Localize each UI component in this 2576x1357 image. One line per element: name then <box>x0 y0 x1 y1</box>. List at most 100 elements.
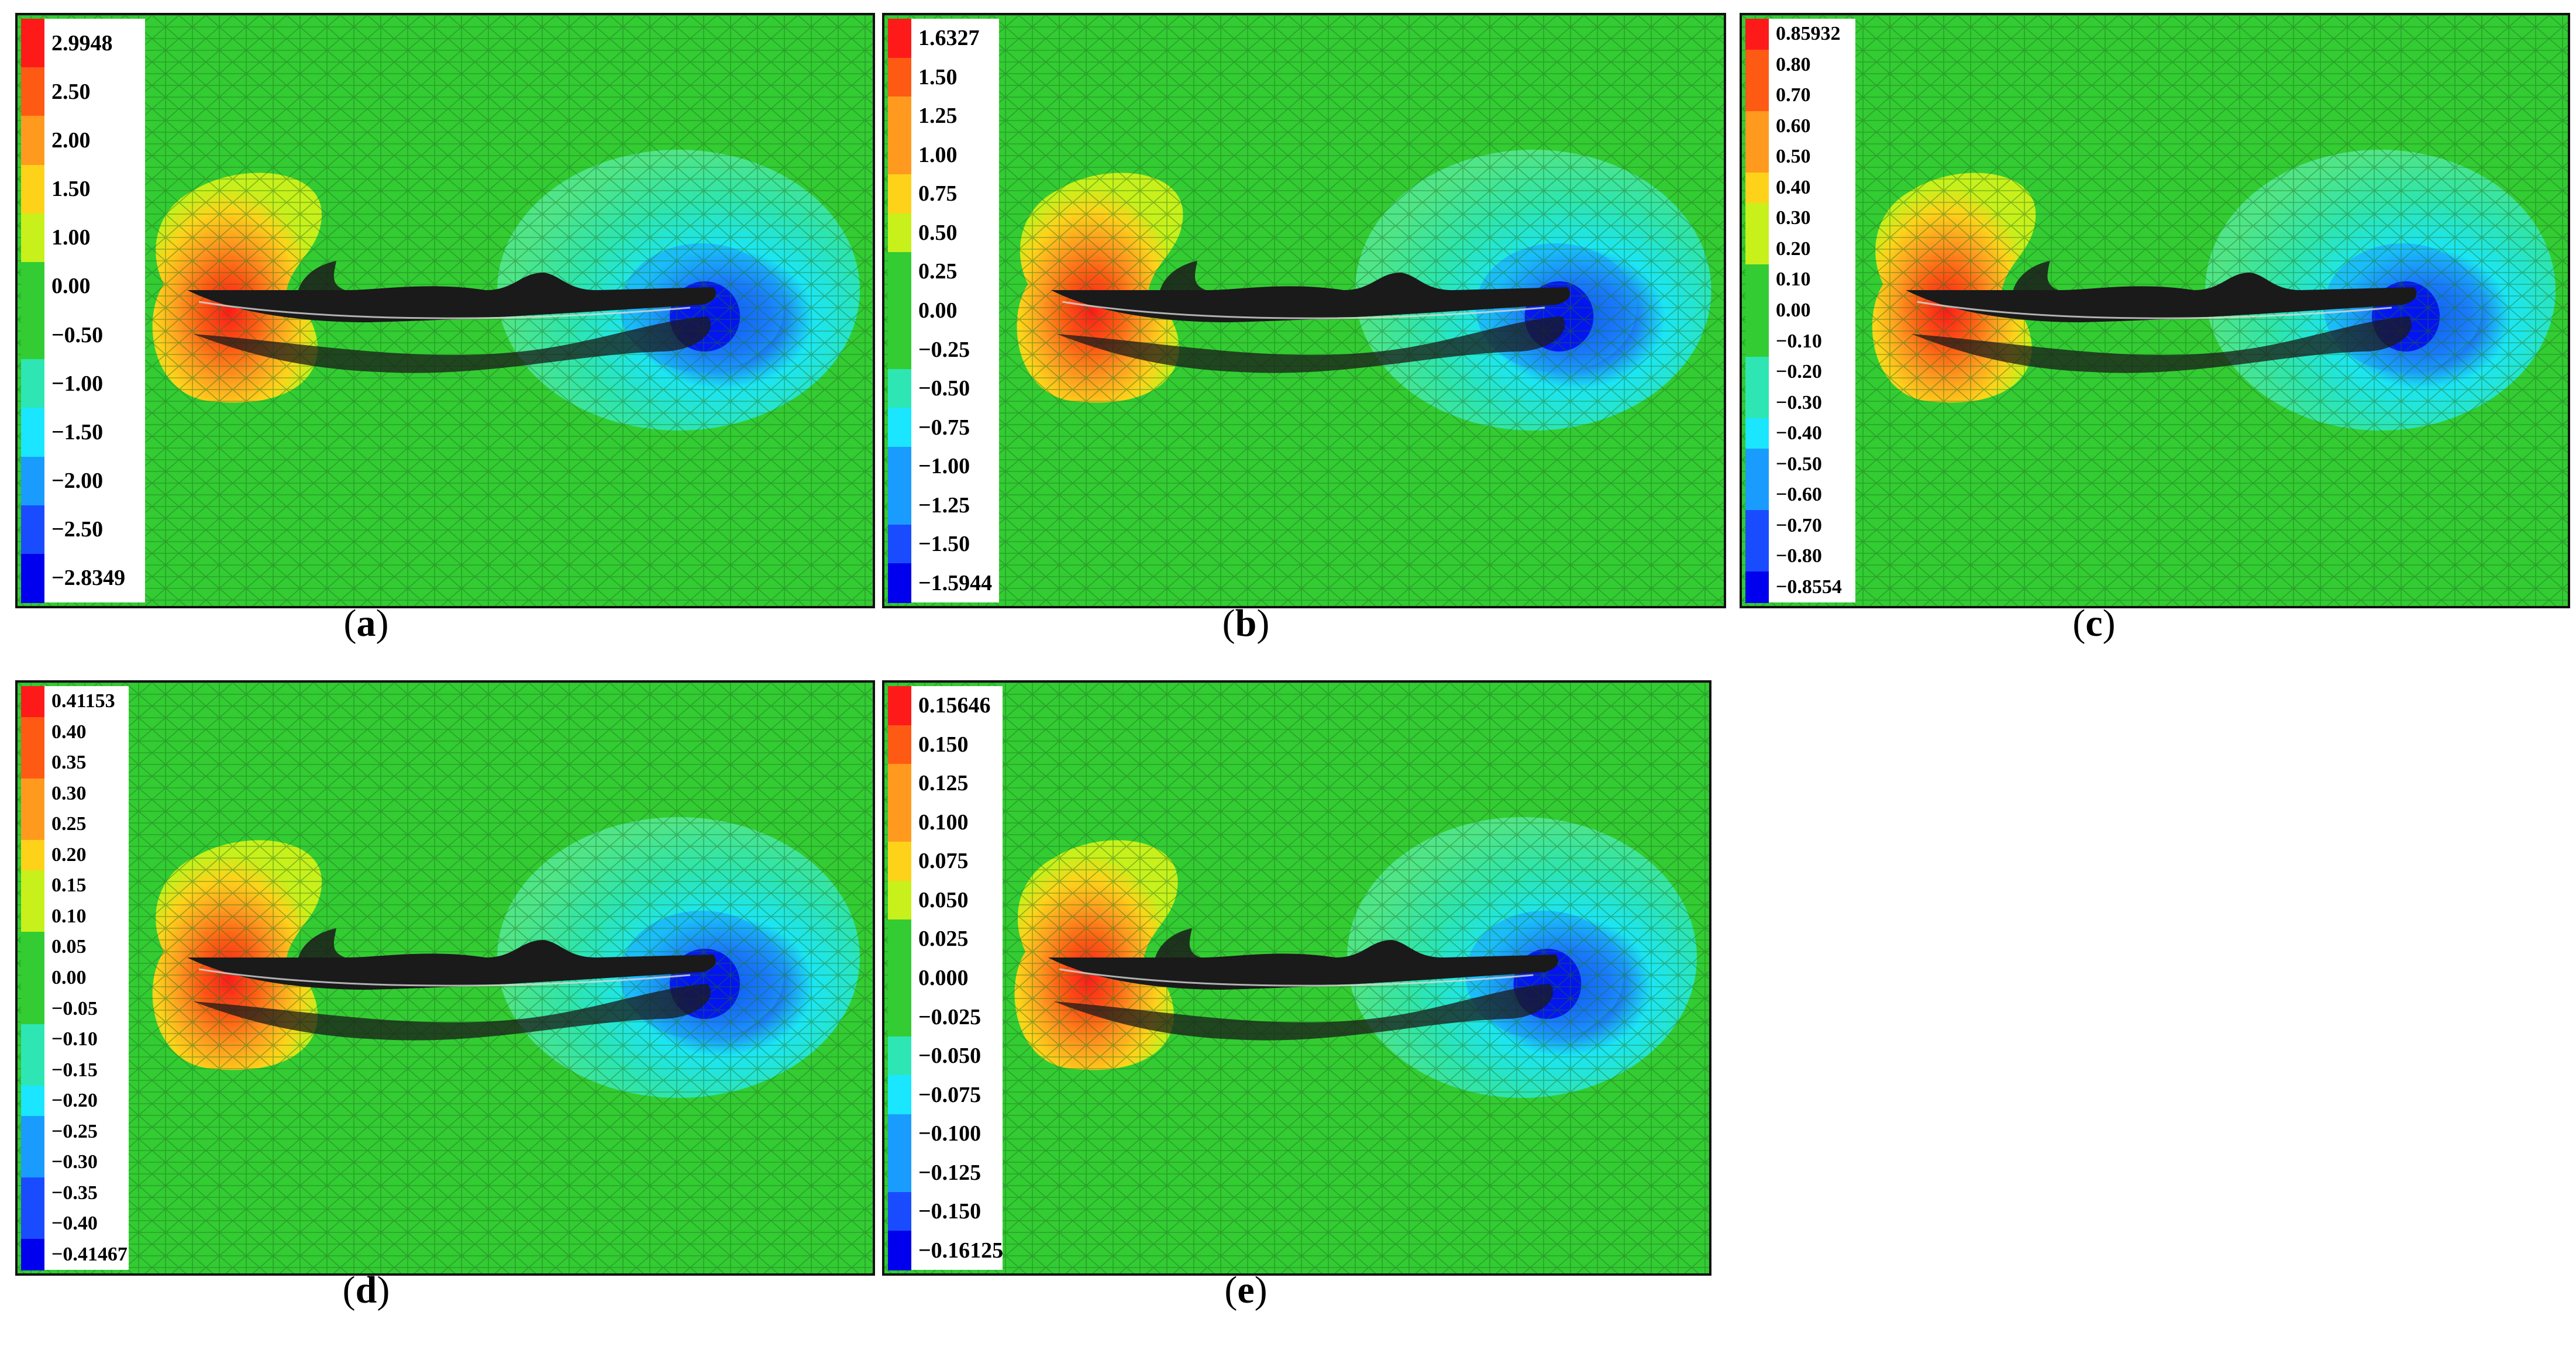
colorbar-tick-label: 0.50 <box>918 220 958 245</box>
colorbar-swatch <box>1745 49 1769 81</box>
colorbar-tick-label: 0.35 <box>51 752 87 774</box>
field-svg-b <box>884 15 1724 606</box>
colorbar-d: 0.41153 0.40 0.35 0.30 0.25 0.20 0.15 0.10 0.05 0… <box>21 686 129 1270</box>
colorbar-tick-label: 0.100 <box>918 810 969 835</box>
fish-upper-body-b <box>1051 273 1570 322</box>
colorbar-tick-label: 0.10 <box>1776 268 1811 291</box>
colorbar-swatch <box>888 97 911 136</box>
colorbar-swatch <box>888 1036 911 1076</box>
colorbar-tick-label: 2.9948 <box>51 30 113 56</box>
colorbar-swatch <box>1745 540 1769 573</box>
colorbar-swatch <box>21 901 44 933</box>
colorbar-tick-label: −0.125 <box>918 1160 982 1185</box>
colorbar-c: 0.85932 0.80 0.70 0.60 0.50 0.40 0.30 0.20 0.10 0… <box>1745 19 1855 603</box>
fish-lower-body-d <box>193 984 711 1041</box>
colorbar-swatch <box>21 1177 44 1209</box>
caption-open-paren: ( <box>342 1269 356 1311</box>
colorbar-tick-label: −0.75 <box>918 415 970 440</box>
colorbar-tick-label: −1.00 <box>918 454 970 479</box>
colorbar-swatch <box>888 1114 911 1154</box>
colorbar-tick-label: −0.60 <box>1776 484 1822 506</box>
colorbar-swatch <box>21 993 44 1025</box>
colorbar-tick-label: −2.50 <box>51 517 104 542</box>
colorbar-tick-label: 0.20 <box>51 843 87 866</box>
colorbar-swatch <box>888 1153 911 1193</box>
colorbar-swatch <box>21 213 44 263</box>
colorbar-tick-label: −0.50 <box>51 322 104 347</box>
colorbar-swatch <box>1745 356 1769 388</box>
caption-letter: b <box>1235 602 1257 645</box>
contour-plot-b: 1.6327 1.50 1.25 1.00 0.75 0.50 0.25 0.00 −0.25 −… <box>882 13 1726 608</box>
field-svg-a <box>18 15 873 606</box>
caption-close-paren: ) <box>1256 602 1270 645</box>
colorbar-tick-label: 0.050 <box>918 887 969 912</box>
caption-open-paren: ( <box>2072 602 2086 645</box>
colorbar-swatch <box>1745 479 1769 511</box>
colorbar-swatch <box>1745 326 1769 357</box>
colorbar-swatch <box>1745 111 1769 143</box>
colorbar-tick-label: 1.50 <box>51 177 91 202</box>
colorbar-b: 1.6327 1.50 1.25 1.00 0.75 0.50 0.25 0.00 −0.25 −… <box>888 19 999 603</box>
colorbar-swatch <box>1745 418 1769 450</box>
colorbar-tick-label: −0.050 <box>918 1043 982 1069</box>
colorbar-tick-label: 1.25 <box>918 104 958 129</box>
fish-lower-body-a <box>193 316 711 373</box>
colorbar-swatch <box>21 839 44 872</box>
colorbar-swatch <box>21 408 44 457</box>
contour-plot-d: 0.41153 0.40 0.35 0.30 0.25 0.20 0.15 0.10 0.05 0… <box>15 680 875 1276</box>
colorbar-swatch <box>888 446 911 487</box>
colorbar-swatch <box>888 958 911 998</box>
colorbar-tick-label: 0.60 <box>1776 115 1811 137</box>
colorbar-swatch <box>21 19 44 68</box>
colorbar-swatch <box>21 870 44 902</box>
colorbar-tick-label: 1.00 <box>918 142 958 167</box>
colorbar-tick-label: −1.25 <box>918 492 970 518</box>
colorbar-tick-label: 0.025 <box>918 927 969 952</box>
colorbar-swatch <box>1745 295 1769 327</box>
fish-fin-d <box>298 928 345 958</box>
colorbar-swatch <box>888 686 911 726</box>
colorbar-tick-label: 0.75 <box>918 181 958 206</box>
colorbar-tick-label: −0.30 <box>51 1151 98 1173</box>
contour-plot-e: 0.15646 0.150 0.125 0.100 0.075 0.050 0.025 0.0… <box>882 680 1711 1276</box>
colorbar-tick-label: −1.50 <box>918 532 970 557</box>
fish-upper-body-d <box>187 940 716 990</box>
colorbar-tick-label: −0.25 <box>51 1120 98 1142</box>
colorbar-tick-label: 0.40 <box>1776 176 1811 198</box>
colorbar-tick-label: 0.00 <box>51 274 91 299</box>
caption-close-paren: ) <box>2102 602 2116 645</box>
colorbar-swatch <box>21 717 44 749</box>
colorbar-swatch <box>888 174 911 214</box>
colorbar-tick-label: −0.40 <box>51 1213 98 1235</box>
colorbar-swatch <box>1745 510 1769 542</box>
colorbar-swatch <box>888 803 911 843</box>
caption-letter: a <box>356 602 376 645</box>
colorbar-tick-label: 0.41153 <box>51 690 115 712</box>
colorbar-swatch <box>888 330 911 370</box>
colorbar-swatch <box>1745 203 1769 235</box>
colorbar-tick-label: −1.50 <box>51 419 104 445</box>
caption-open-paren: ( <box>1224 1269 1238 1311</box>
colorbar-swatch <box>21 505 44 554</box>
fish-upper-body-e <box>1048 940 1558 990</box>
fish-lower-body-e <box>1053 984 1554 1041</box>
colorbar-tick-label: 0.150 <box>918 732 969 757</box>
colorbar-swatch <box>888 997 911 1037</box>
colorbar-tick-label: −2.00 <box>51 469 104 494</box>
colorbar-swatch <box>21 553 44 603</box>
colorbar-swatch <box>888 485 911 525</box>
colorbar-tick-label: −0.50 <box>1776 453 1822 475</box>
colorbar-swatch <box>888 524 911 564</box>
field-svg-e <box>884 683 1709 1273</box>
colorbar-tick-label: −0.10 <box>51 1028 98 1051</box>
colorbar-tick-label: −0.075 <box>918 1082 982 1107</box>
caption-open-paren: ( <box>343 602 357 645</box>
fish-upper-body-a <box>187 273 716 322</box>
colorbar-swatch <box>888 919 911 959</box>
colorbar-tick-label: 0.00 <box>918 298 958 323</box>
colorbar-swatch <box>21 456 44 506</box>
colorbar-swatch <box>21 1055 44 1086</box>
colorbar-tick-label: −1.5944 <box>918 570 993 595</box>
colorbar-swatch <box>21 686 44 718</box>
colorbar-tick-label: −0.16125 <box>918 1238 1004 1263</box>
